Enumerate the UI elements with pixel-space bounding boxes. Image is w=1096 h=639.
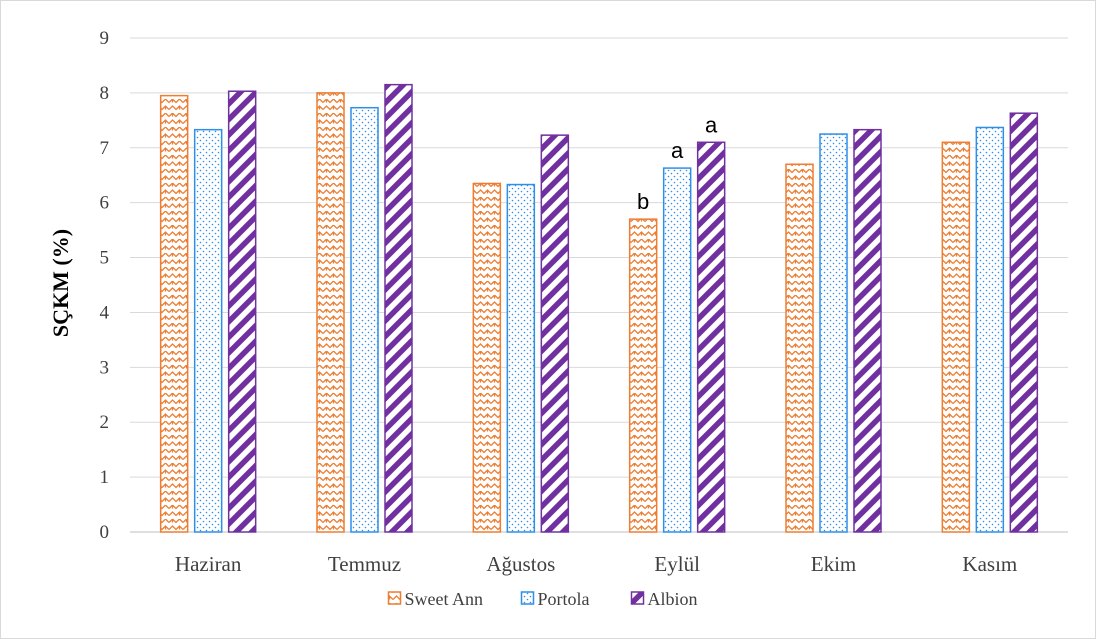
x-tick-label: Ağustos: [486, 552, 555, 576]
bar: [662, 167, 692, 533]
y-tick-label: 8: [100, 83, 110, 104]
bar: [853, 128, 882, 533]
bar: [193, 128, 223, 533]
bar: [316, 92, 345, 533]
legend-swatch: [387, 591, 402, 605]
bar: [540, 134, 570, 533]
y-tick-label: 5: [100, 248, 110, 269]
bar: [628, 218, 658, 533]
x-axis-ticks: Haziran Temmuz Ağustos Eylül Ekim Kasım: [175, 552, 1017, 576]
bar: [1009, 112, 1039, 533]
legend-swatch: [520, 591, 535, 605]
bar: [227, 90, 257, 533]
bar: [159, 94, 189, 533]
bar: [975, 126, 1005, 533]
y-tick-label: 0: [100, 522, 110, 543]
gridlines: [130, 37, 1068, 533]
bar: [696, 141, 726, 533]
x-tick-label: Eylül: [654, 552, 700, 576]
y-tick-label: 6: [100, 193, 110, 214]
y-tick-label: 3: [100, 357, 110, 378]
annotations: b aa: [637, 112, 718, 214]
bars: [159, 83, 1039, 533]
legend-label: Sweet Ann: [405, 589, 484, 609]
y-axis-label: SÇKM (%): [48, 229, 73, 337]
significance-label: a: [705, 112, 718, 137]
bar: [350, 106, 379, 533]
significance-label: a: [671, 138, 684, 163]
legend-swatch: [630, 591, 645, 605]
bar: [384, 83, 413, 533]
y-tick-label: 7: [100, 138, 110, 159]
x-tick-label: Haziran: [175, 552, 242, 576]
bar: [941, 141, 971, 533]
significance-label: b: [637, 189, 649, 214]
x-tick-label: Ekim: [811, 552, 857, 576]
y-tick-label: 2: [100, 412, 110, 433]
y-tick-label: 9: [100, 28, 110, 49]
legend-label: Portola: [538, 589, 590, 609]
bar: [785, 163, 814, 533]
y-tick-label: 1: [100, 467, 110, 488]
x-tick-label: Temmuz: [328, 552, 401, 576]
x-tick-label: Kasım: [962, 552, 1017, 576]
legend: Sweet Ann Portola Albion: [387, 589, 698, 609]
legend-label: Albion: [648, 589, 698, 609]
bar: [506, 183, 536, 533]
bar: [819, 133, 848, 533]
y-tick-label: 4: [100, 302, 110, 323]
bar: [472, 182, 502, 533]
y-axis-ticks: 0 1 2 3 4 5 6 7 8 9: [100, 28, 110, 543]
